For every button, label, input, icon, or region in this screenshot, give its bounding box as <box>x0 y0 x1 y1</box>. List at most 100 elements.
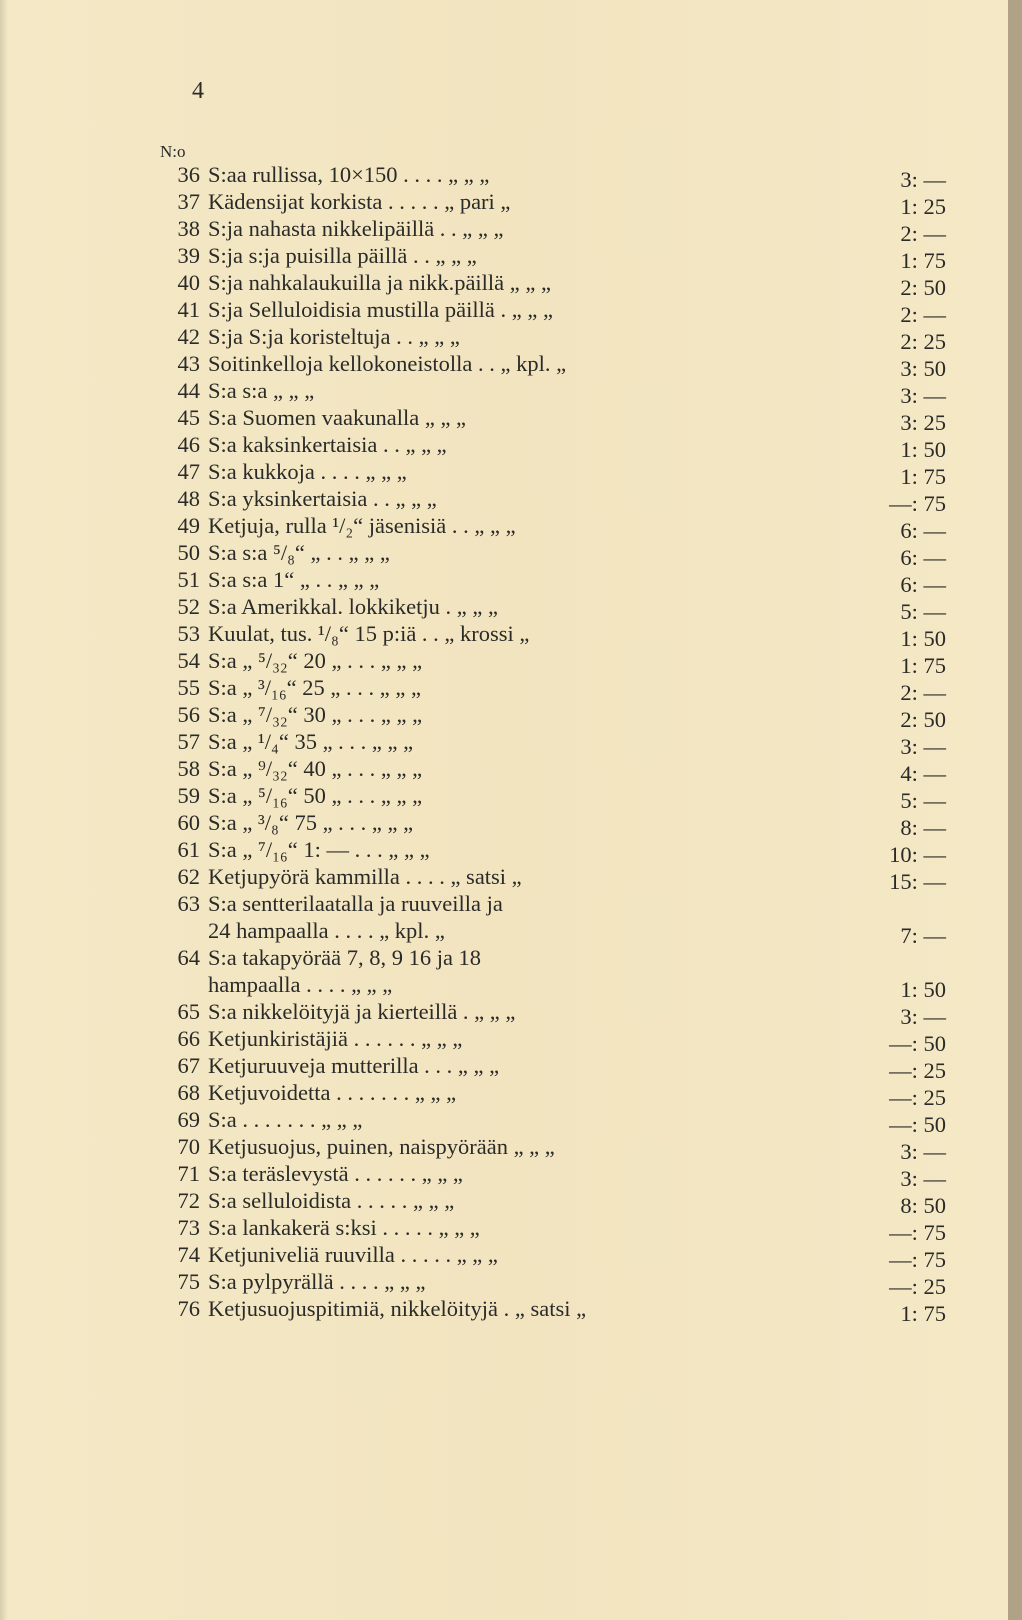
item-price: 8: — <box>858 817 946 840</box>
price-list-row: 69 S:a . . . . . . . „ „ „—: 50 <box>158 1109 946 1136</box>
item-description: S:a „ ³/₁₆“ 25 „ . . . „ „ „ <box>200 677 421 700</box>
price-list-row: 52 S:a Amerikkal. lokkiketju . „ „ „5: — <box>158 596 946 623</box>
item-number: 47 <box>158 461 200 484</box>
item-number: 69 <box>158 1109 200 1132</box>
item-description: S:a kukkoja . . . . „ „ „ <box>200 461 407 484</box>
item-description: S:a s:a „ „ „ <box>200 380 314 403</box>
item-price: 1: 75 <box>858 466 946 489</box>
item-description: Kuulat, tus. ¹/₈“ 15 p:iä . . „ krossi „ <box>200 623 529 646</box>
item-number: 73 <box>158 1217 200 1240</box>
price-list-row: 50 S:a s:a ⁵/₈“ „ . . „ „ „6: — <box>158 542 946 569</box>
item-number: 74 <box>158 1244 200 1267</box>
item-description: 24 hampaalla . . . . „ kpl. „ <box>200 920 445 943</box>
item-price: 2: 25 <box>858 331 946 354</box>
price-list-row: 74Ketjuniveliä ruuvilla . . . . . „ „ „—… <box>158 1244 946 1271</box>
item-price: 15: — <box>858 871 946 894</box>
item-number: 36 <box>158 164 200 187</box>
item-description: S:a „ ⁵/₁₆“ 50 „ . . . „ „ „ <box>200 785 422 808</box>
price-list-row: 47 S:a kukkoja . . . . „ „ „ 1: 75 <box>158 461 946 488</box>
price-list-row: 44 S:a s:a „ „ „3: — <box>158 380 946 407</box>
item-number: 59 <box>158 785 200 808</box>
price-list-row: 60 S:a „ ³/₈“ 75 „ . . . „ „ „ 8: — <box>158 812 946 839</box>
item-price: 10: — <box>858 844 946 867</box>
item-number: 43 <box>158 353 200 376</box>
item-price: 1: 50 <box>858 439 946 462</box>
item-number: 66 <box>158 1028 200 1051</box>
item-price: —: 25 <box>858 1060 946 1083</box>
item-description: S:a Amerikkal. lokkiketju . „ „ „ <box>200 596 498 619</box>
price-list-row: 46 S:a kaksinkertaisia . . „ „ „1: 50 <box>158 434 946 461</box>
item-price: 1: 75 <box>858 655 946 678</box>
item-number: 51 <box>158 569 200 592</box>
item-description: S:a . . . . . . . „ „ „ <box>200 1109 362 1132</box>
item-number: 62 <box>158 866 200 889</box>
price-list-row: 59 S:a „ ⁵/₁₆“ 50 „ . . . „ „ „5: — <box>158 785 946 812</box>
item-price: —: 25 <box>858 1276 946 1299</box>
item-description: S:a „ ⁷/₁₆“ 1: — . . . „ „ „ <box>200 839 430 862</box>
item-description: S:a „ ¹/₄“ 35 „ . . . „ „ „ <box>200 731 413 754</box>
item-description: S:a teräslevystä . . . . . . „ „ „ <box>200 1163 463 1186</box>
item-description: S:a s:a ⁵/₈“ „ . . „ „ „ <box>200 542 390 565</box>
item-number: 53 <box>158 623 200 646</box>
item-number: 72 <box>158 1190 200 1213</box>
item-number: 70 <box>158 1136 200 1159</box>
item-number: 42 <box>158 326 200 349</box>
item-description: Ketjusuojus, puinen, naispyörään „ „ „ <box>200 1136 555 1159</box>
item-description: S:a sentterilaatalla ja ruuveilla ja <box>200 893 503 916</box>
price-list-row: 66Ketjunkiristäjiä . . . . . . „ „ „—: 5… <box>158 1028 946 1055</box>
item-number: 65 <box>158 1001 200 1024</box>
item-number: 50 <box>158 542 200 565</box>
price-list-row: 24 hampaalla . . . . „ kpl. „7: — <box>158 920 946 947</box>
item-price: 2: 50 <box>858 277 946 300</box>
item-description: S:a pylpyrällä . . . . „ „ „ <box>200 1271 425 1294</box>
item-number: 63 <box>158 893 200 916</box>
item-price: 6: — <box>858 574 946 597</box>
item-description: Ketjuvoidetta . . . . . . . „ „ „ <box>200 1082 456 1105</box>
item-description: Ketjusuojuspitimiä, nikkelöityjä . „ sat… <box>200 1298 586 1321</box>
price-list-row: 73S:a lankakerä s:ksi . . . . . „ „ „—: … <box>158 1217 946 1244</box>
item-number: 39 <box>158 245 200 268</box>
price-list-row: 41S:ja Selluloidisia mustilla päillä . „… <box>158 299 946 326</box>
item-price: 8: 50 <box>858 1195 946 1218</box>
price-list-row: hampaalla . . . . „ „ „1: 50 <box>158 974 946 1001</box>
price-list-row: 63S:a sentterilaatalla ja ruuveilla ja <box>158 893 946 920</box>
item-price: 3: 50 <box>858 358 946 381</box>
price-list-row: 72S:a selluloidista . . . . . „ „ „8: 50 <box>158 1190 946 1217</box>
item-description: S:a yksinkertaisia . . „ „ „ <box>200 488 437 511</box>
item-number: 56 <box>158 704 200 727</box>
item-price: 1: 75 <box>858 250 946 273</box>
item-number: 68 <box>158 1082 200 1105</box>
price-list-row: 65S:a nikkelöityjä ja kierteillä . „ „ „… <box>158 1001 946 1028</box>
item-number: 38 <box>158 218 200 241</box>
item-description: S:aa rullissa, 10×150 . . . . „ „ „ <box>200 164 489 187</box>
price-list-row: 55 S:a „ ³/₁₆“ 25 „ . . . „ „ „2: — <box>158 677 946 704</box>
price-list-row: 48 S:a yksinkertaisia . . „ „ „—: 75 <box>158 488 946 515</box>
item-number: 64 <box>158 947 200 970</box>
price-list-row: 67Ketjuruuveja mutterilla . . . „ „ „—: … <box>158 1055 946 1082</box>
item-price: 3: — <box>858 736 946 759</box>
item-number: 58 <box>158 758 200 781</box>
item-price: 1: 25 <box>858 196 946 219</box>
price-list-row: 75 S:a pylpyrällä . . . . „ „ „ —: 25 <box>158 1271 946 1298</box>
price-list-row: 39S:ja s:ja puisilla päillä . . „ „ „1: … <box>158 245 946 272</box>
item-number: 60 <box>158 812 200 835</box>
item-description: S:ja nahasta nikkelipäillä . . „ „ „ <box>200 218 504 241</box>
price-list-row: 76Ketjusuojuspitimiä, nikkelöityjä . „ s… <box>158 1298 946 1325</box>
price-list-row: 37Kädensijat korkista . . . . . „ pari „… <box>158 191 946 218</box>
item-number: 75 <box>158 1271 200 1294</box>
price-list: 36S:aa rullissa, 10×150 . . . . „ „ „ 3: … <box>158 164 946 1325</box>
item-price: —: 75 <box>858 1249 946 1272</box>
item-number: 40 <box>158 272 200 295</box>
item-price: 4: — <box>858 763 946 786</box>
price-list-row: 70Ketjusuojus, puinen, naispyörään „ „ „… <box>158 1136 946 1163</box>
scanned-page: 4 N:o 36S:aa rullissa, 10×150 . . . . „ … <box>0 0 1022 1620</box>
item-price: 6: — <box>858 520 946 543</box>
item-number: 49 <box>158 515 200 538</box>
price-list-row: 38S:ja nahasta nikkelipäillä . . „ „ „2:… <box>158 218 946 245</box>
item-price: 3: — <box>858 1006 946 1029</box>
item-description: S:a „ ⁵/₃₂“ 20 „ . . . „ „ „ <box>200 650 422 673</box>
item-description: Ketjunkiristäjiä . . . . . . „ „ „ <box>200 1028 462 1051</box>
item-price: 3: — <box>858 1168 946 1191</box>
item-description: S:a Suomen vaakunalla „ „ „ <box>200 407 466 430</box>
item-description: S:a „ ³/₈“ 75 „ . . . „ „ „ <box>200 812 413 835</box>
